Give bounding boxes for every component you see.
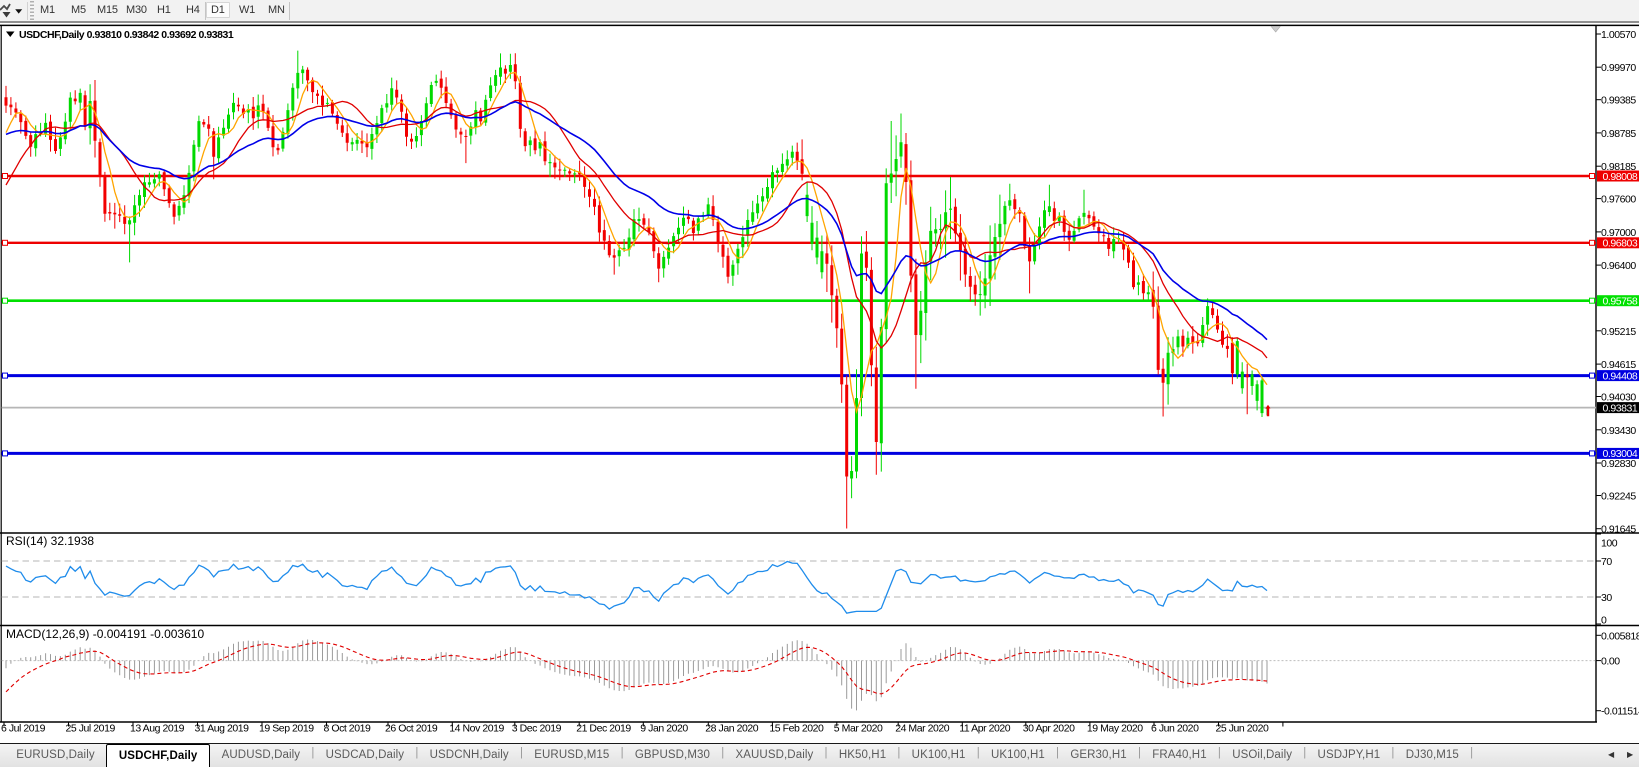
svg-text:0.97000: 0.97000 [1601,227,1636,239]
svg-text:0.93831: 0.93831 [1603,402,1638,414]
svg-text:5 Mar 2020: 5 Mar 2020 [834,723,883,735]
svg-text:26 Oct 2019: 26 Oct 2019 [385,723,438,735]
svg-text:30: 30 [1601,592,1612,604]
svg-text:0.92830: 0.92830 [1601,458,1636,470]
svg-text:USDCHF,Daily 0.93810 0.93842: USDCHF,Daily 0.93810 0.93842 0.93692 0.9… [19,29,234,41]
svg-text:0.99385: 0.99385 [1601,95,1636,107]
svg-text:25 Jun 2020: 25 Jun 2020 [1216,723,1269,735]
svg-text:8 Oct 2019: 8 Oct 2019 [324,723,371,735]
svg-text:0.95215: 0.95215 [1601,326,1636,338]
svg-text:14 Nov 2019: 14 Nov 2019 [449,723,504,735]
svg-text:70: 70 [1601,556,1612,568]
svg-text:0.98785: 0.98785 [1601,128,1636,140]
svg-text:0.005818: 0.005818 [1601,630,1639,642]
svg-text:31 Aug 2019: 31 Aug 2019 [195,723,250,735]
svg-text:28 Jan 2020: 28 Jan 2020 [705,723,758,735]
svg-text:24 Mar 2020: 24 Mar 2020 [895,723,950,735]
svg-text:6 Jul 2019: 6 Jul 2019 [1,723,46,735]
svg-text:1.00570: 1.00570 [1601,29,1636,41]
svg-text:0.92245: 0.92245 [1601,491,1636,503]
svg-text:0.96400: 0.96400 [1601,260,1636,272]
svg-text:19 Sep 2019: 19 Sep 2019 [259,723,314,735]
svg-text:15 Feb 2020: 15 Feb 2020 [769,723,824,735]
svg-text:MACD(12,26,9) -0.004191 -0.003: MACD(12,26,9) -0.004191 -0.003610 [6,627,204,641]
svg-text:30 Apr 2020: 30 Apr 2020 [1023,723,1075,735]
svg-text:0.00: 0.00 [1601,656,1620,668]
svg-text:9 Jan 2020: 9 Jan 2020 [640,723,688,735]
svg-text:6 Jun 2020: 6 Jun 2020 [1151,723,1199,735]
svg-text:11 Apr 2020: 11 Apr 2020 [959,723,1011,735]
svg-text:0.94615: 0.94615 [1601,359,1636,371]
svg-text:19 May 2020: 19 May 2020 [1087,723,1143,735]
svg-text:21 Dec 2019: 21 Dec 2019 [576,723,631,735]
svg-text:RSI(14) 32.1938: RSI(14) 32.1938 [6,534,94,548]
svg-text:25 Jul 2019: 25 Jul 2019 [66,723,116,735]
svg-text:0.94030: 0.94030 [1601,392,1636,404]
svg-text:0.97600: 0.97600 [1601,194,1636,206]
svg-text:0.95758: 0.95758 [1603,296,1638,308]
svg-text:0.93430: 0.93430 [1601,425,1636,437]
svg-text:0.91645: 0.91645 [1601,524,1636,536]
svg-text:0.94408: 0.94408 [1603,370,1638,382]
svg-text:-0.011514: -0.011514 [1601,706,1639,718]
svg-text:100: 100 [1601,538,1618,550]
svg-text:0.96803: 0.96803 [1603,238,1638,250]
svg-text:3 Dec 2019: 3 Dec 2019 [512,723,562,735]
svg-text:0: 0 [1601,615,1607,627]
svg-text:0.99970: 0.99970 [1601,62,1636,74]
svg-text:0.93004: 0.93004 [1603,448,1638,460]
svg-text:13 Aug 2019: 13 Aug 2019 [130,723,185,735]
svg-text:0.98185: 0.98185 [1601,161,1636,173]
svg-text:0.98008: 0.98008 [1603,171,1638,183]
